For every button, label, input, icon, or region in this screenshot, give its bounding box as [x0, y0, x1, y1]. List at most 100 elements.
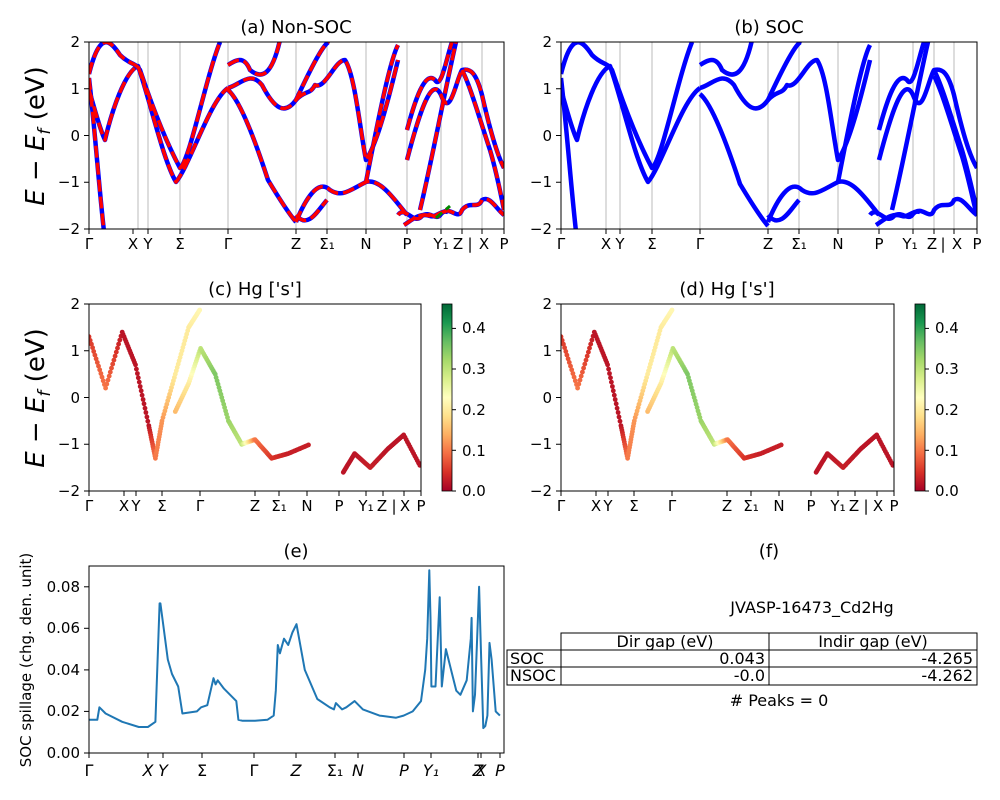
svg-text:X: X — [873, 497, 883, 515]
projection-point — [137, 384, 143, 389]
svg-text:X: X — [128, 235, 138, 253]
svg-text:X: X — [601, 235, 611, 253]
panel-b-xtick-gamma2: Γ — [696, 229, 705, 253]
projection-point — [116, 341, 121, 347]
panel-b-xtick-bar: | — [940, 235, 945, 253]
projection-point — [610, 384, 615, 389]
panel-e-xtick-sigma: Σ — [197, 753, 207, 780]
projection-point — [141, 401, 147, 407]
svg-text:Y: Y — [142, 235, 153, 253]
panel-e-xtick-p2: P — [495, 753, 505, 780]
svg-text:|: | — [467, 235, 472, 253]
projection-point — [104, 381, 110, 387]
svg-text:−1: −1 — [530, 435, 552, 453]
projection-point — [143, 410, 149, 415]
panel-e-xtick-gamma2: Γ — [250, 753, 259, 780]
panel-e-xtick-z2: Z — [472, 753, 485, 780]
panel-a-xtick-gamma2: Γ — [224, 229, 233, 253]
svg-text:0: 0 — [542, 389, 552, 407]
svg-text:N: N — [360, 235, 371, 253]
panel-c-xtick-y: Y — [130, 491, 141, 515]
svg-text:Σ: Σ — [629, 497, 638, 515]
panel-d-colorbar-ticks: 0.0 0.1 0.2 0.3 0.4 — [925, 319, 959, 500]
projection-point — [616, 414, 622, 420]
panel-a-bands — [89, 42, 504, 229]
panel-a-xtick-sigma: Σ — [175, 229, 185, 253]
svg-text:Z: Z — [763, 235, 773, 253]
panel-d-xtick-gamma2: Γ — [668, 491, 677, 515]
projection-point — [99, 374, 105, 380]
panel-a-band-green-patch — [435, 204, 451, 220]
panel-c-ytick: 0 — [70, 389, 89, 407]
panel-c-title: (c) Hg ['s'] — [208, 279, 302, 300]
svg-text:Γ: Γ — [85, 761, 94, 780]
projection-point — [587, 345, 592, 351]
panel-b-bands — [561, 42, 977, 229]
projection-point — [90, 345, 95, 351]
projection-point — [92, 352, 98, 358]
svg-text:0.1: 0.1 — [935, 442, 959, 460]
panel-d-xtick-x: X — [591, 491, 601, 515]
svg-text:P: P — [399, 761, 409, 780]
panel-e-xtick-gamma: Γ — [85, 753, 94, 780]
panel-d-xtick-sigma1: Σ₁ — [743, 491, 759, 515]
svg-text:0.0: 0.0 — [935, 482, 959, 500]
svg-text:0.4: 0.4 — [462, 319, 486, 337]
projection-point — [669, 307, 675, 313]
projection-point — [575, 385, 580, 391]
panel-d-ytick: 1 — [542, 342, 561, 360]
panel-d-xticks: Γ X Y Σ Γ Z Σ₁ N P Y₁ Z | X P — [557, 491, 899, 515]
projection-point — [106, 373, 112, 379]
panel-e-xtick-z: Z — [290, 753, 303, 780]
panel-c-xtick-x2: X — [400, 491, 410, 515]
projection-point — [306, 442, 311, 448]
projection-point — [89, 341, 94, 347]
projection-point — [142, 405, 148, 411]
projection-point — [568, 363, 573, 369]
projection-point — [561, 341, 566, 347]
panel-e-yticks: 0.00 0.02 0.04 0.06 0.08 — [47, 578, 89, 762]
projection-point — [586, 349, 591, 355]
svg-text:Γ: Γ — [196, 497, 205, 515]
peaks-count: # Peaks = 0 — [730, 691, 829, 710]
projection-point — [134, 366, 139, 372]
panel-d-xtick-n: N — [773, 491, 785, 515]
table-cell-indir: -4.265 — [921, 649, 973, 668]
projection-point — [607, 371, 612, 376]
panel-b-xtick-z: Z — [763, 229, 773, 253]
svg-text:0.06: 0.06 — [47, 619, 80, 637]
panel-c-xtick-n: N — [301, 491, 313, 515]
panel-f-title: (f) — [759, 541, 779, 562]
colorbar-tick: 0.0 — [925, 482, 959, 500]
projection-point — [582, 361, 588, 367]
svg-text:Γ: Γ — [696, 235, 705, 253]
panel-a-xtick-y: Y — [142, 229, 153, 253]
panel-a-xtick-n: N — [360, 229, 372, 253]
panel-d-xtick-sigma: Σ — [629, 491, 639, 515]
svg-text:Σ: Σ — [157, 497, 166, 515]
svg-text:Σ: Σ — [175, 235, 184, 253]
projection-point — [608, 375, 613, 381]
svg-text:Σ₁: Σ₁ — [271, 497, 287, 515]
panel-c-colorbar: 0.0 0.1 0.2 0.3 0.4 — [441, 303, 486, 500]
colorbar-tick: 0.3 — [925, 360, 959, 378]
projection-point — [111, 357, 117, 363]
svg-text:−1: −1 — [530, 173, 552, 191]
panel-b-xtick-p: P — [874, 229, 884, 253]
panel-a-xtick-gamma: Γ — [85, 229, 94, 253]
svg-text:Y: Y — [602, 497, 613, 515]
svg-text:Σ: Σ — [647, 235, 656, 253]
projection-point — [94, 360, 100, 365]
table-cell-dir: -0.0 — [734, 666, 765, 685]
panel-c-xticks: Γ X Y Σ Γ Z Σ₁ N P Y₁ Z | X P — [85, 491, 426, 515]
projection-point — [572, 378, 578, 384]
panel-a-band-red-dashed — [89, 42, 504, 229]
svg-text:0.3: 0.3 — [462, 360, 486, 378]
projection-point — [565, 356, 571, 362]
svg-text:P: P — [499, 235, 508, 253]
panel-c-xtick-gamma2: Γ — [196, 491, 205, 515]
panel-e-xtick-y1: Y₁ — [423, 753, 439, 780]
panel-a-xtick-z: Z — [291, 229, 301, 253]
svg-text:−2: −2 — [530, 482, 552, 500]
